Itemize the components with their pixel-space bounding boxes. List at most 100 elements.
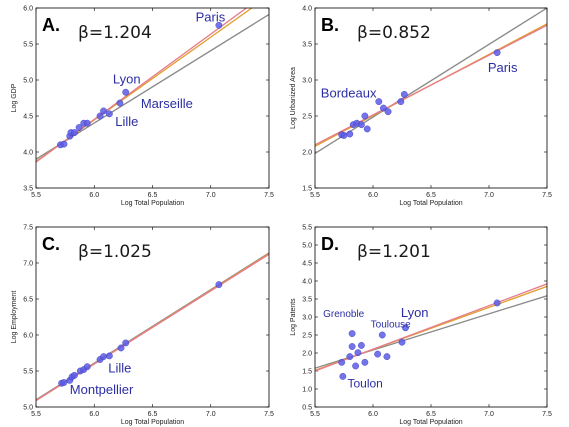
x-axis-label: Log Total Population [121,419,184,426]
fit-line-gray [315,8,547,154]
x-axis-label: Log Total Population [399,419,462,426]
data-point [100,107,107,115]
panel-letter: D. [321,234,339,254]
data-point [215,281,223,288]
y-tick-label: 2.0 [302,150,312,157]
data-point [338,358,346,366]
data-point [402,324,409,332]
data-point [117,344,125,352]
beta-annotation: β=1.201 [357,242,431,262]
x-tick-label: 6.5 [426,192,436,199]
data-point [215,21,223,29]
y-tick-label: 5.5 [23,369,33,376]
y-tick-label: 3.5 [23,186,33,193]
x-tick-label: 5.5 [31,411,41,418]
city-label: Marseille [141,96,193,111]
y-tick-label: 4.0 [23,150,33,157]
data-point [357,121,365,129]
data-point [346,130,354,138]
x-tick-label: 6.0 [368,411,378,418]
fit-lines [315,283,547,372]
data-point [105,352,113,360]
city-label: Toulon [347,377,382,391]
fit-line-pink [315,283,547,372]
data-point [363,125,371,133]
x-tick-label: 7.5 [264,411,274,418]
data-point [348,330,356,337]
y-tick-label: 4.0 [302,6,312,13]
city-label: Montpellier [70,382,134,397]
y-tick-label: 4.5 [302,261,312,268]
data-point [75,124,83,131]
data-point [493,299,501,307]
data-point [96,112,104,120]
chart-panel: 5.5 6.0 6.5 7.0 7.55.05.56.06.57.07.5C. β=1.0… [11,225,274,427]
data-point [398,338,406,346]
data-point [60,140,68,148]
x-tick-label: 5.5 [310,192,320,199]
x-tick-label: 6.0 [368,192,378,199]
y-tick-label: 4.5 [23,114,33,121]
x-tick-label: 5.5 [31,192,41,199]
x-tick-label: 5.5 [310,411,320,418]
x-tick-label: 6.0 [89,192,99,199]
y-axis-label: Log Employment [11,291,18,344]
x-tick-label: 6.0 [89,411,99,418]
x-tick-label: 6.5 [148,192,158,199]
y-axis-label: Log GDP [11,83,18,112]
city-label: Bordeaux [321,85,377,100]
data-point [340,132,348,139]
y-tick-label: 5.0 [23,78,33,85]
x-tick-label: 6.5 [148,411,158,418]
x-tick-label: 7.5 [542,192,552,199]
chart-panel: 5.5 6.0 6.5 7.0 7.5 3.5 4.0 4.5 5.0 5.5 6.0 A. β=1.2… [11,6,274,208]
data-point [384,108,392,116]
city-label: Lille [115,114,138,129]
y-tick-label: 6.0 [23,333,33,340]
city-label: Toulouse [371,319,411,330]
x-axis-label: Log Total Population [121,200,184,207]
y-tick-label: 1.0 [302,387,312,394]
data-point [339,372,347,380]
x-axis-label: Log Total Population [399,200,462,207]
city-label: Grenoble [323,309,365,320]
x-tick-label: 7.0 [206,192,216,199]
y-tick-label: 5.5 [302,225,312,232]
y-tick-label: 1.5 [302,186,312,193]
y-tick-label: 6.5 [23,297,33,304]
y-tick-label: 7.5 [23,225,33,232]
data-point [374,350,382,358]
data-point [378,331,386,339]
x-tick-label: 7.0 [484,411,494,418]
data-point [105,110,113,118]
data-point [357,342,365,349]
data-point [397,98,405,106]
y-tick-label: 1.5 [302,369,312,376]
city-label: Lyon [401,305,429,320]
data-point [352,362,359,370]
x-tick-label: 6.5 [426,411,436,418]
data-point [83,363,91,371]
y-tick-label: 0.5 [302,405,312,412]
data-point [83,119,91,127]
data-point [122,339,130,347]
y-tick-label: 3.0 [302,315,312,322]
chart-panel: 5.5 6.0 6.5 7.0 7.5 1.5 2.0 2.5 3.0 3.5 4.0 B. β=0.8… [290,6,552,208]
city-label: Lille [108,360,131,375]
data-point [383,353,391,360]
y-axis-label: Log Urbanized Area [290,67,297,129]
y-tick-label: 3.5 [302,42,312,49]
plot-frame [314,7,548,189]
city-label: Paris [488,60,518,75]
panel-letter: A. [42,15,60,35]
data-point [493,49,501,57]
plot-frame [35,226,270,408]
beta-annotation: β=1.025 [78,242,152,262]
y-tick-label: 2.5 [302,114,312,121]
data-point [346,353,354,360]
y-tick-label: 3.0 [302,78,312,85]
x-tick-label: 7.0 [484,192,494,199]
data-point [116,99,124,107]
data-point [361,358,369,366]
